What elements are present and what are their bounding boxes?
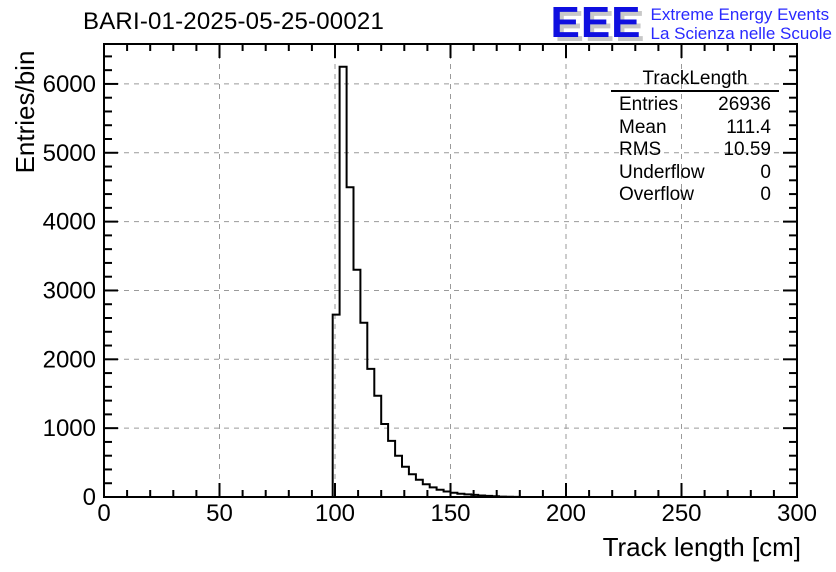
eee-logo: EEE Extreme Energy Events La Scienza nel…: [550, 0, 832, 47]
x-tick-label: 0: [97, 500, 110, 527]
stat-label: Mean: [619, 116, 667, 138]
y-tick-label: 3000: [43, 277, 96, 304]
page-title: BARI-01-2025-05-25-00021: [83, 8, 384, 35]
stat-label: Entries: [619, 94, 679, 115]
x-tick-label: 300: [777, 500, 817, 527]
stat-value: 0: [760, 161, 771, 183]
x-tick-label: 100: [315, 500, 355, 527]
y-tick-label: 4000: [43, 209, 96, 236]
eee-logo-line1: Extreme Energy Events: [650, 5, 830, 24]
stats-box: TrackLength Entries 26936 Mean 111.4 RMS…: [611, 68, 779, 207]
eee-logo-letters: EEE: [550, 0, 642, 47]
stat-value: 111.4: [726, 116, 771, 138]
stats-row: Mean 111.4: [611, 117, 779, 140]
y-tick-label: 2000: [43, 346, 96, 373]
y-tick-label: 5000: [43, 140, 96, 167]
x-tick-label: 50: [206, 500, 233, 527]
y-tick-label: 6000: [43, 71, 96, 98]
stat-label: Overflow: [619, 184, 694, 206]
stats-row: RMS 10.59: [611, 139, 779, 162]
x-axis-title: Track length [cm]: [603, 532, 801, 562]
eee-logo-line2: La Scienza nelle Scuole: [650, 24, 832, 43]
x-tick-label: 200: [546, 500, 586, 527]
stat-value: 10.59: [723, 139, 771, 161]
stat-value: 26936: [718, 94, 771, 115]
stats-row: Underflow 0: [611, 162, 779, 185]
stat-label: RMS: [619, 139, 662, 161]
x-tick-label: 150: [430, 500, 470, 527]
y-tick-label: 1000: [43, 415, 96, 442]
y-axis-title: Entries/bin: [10, 51, 40, 174]
stats-row: Overflow 0: [611, 184, 779, 207]
stat-label: Underflow: [619, 161, 705, 183]
stats-box-title: TrackLength: [611, 68, 779, 92]
eee-logo-text: Extreme Energy Events La Scienza nelle S…: [651, 2, 832, 43]
stat-value: 0: [760, 184, 771, 206]
x-tick-label: 250: [661, 500, 701, 527]
stats-row: Entries 26936: [611, 94, 779, 117]
y-tick-label: 0: [83, 484, 96, 511]
histogram-line: [104, 65, 797, 498]
